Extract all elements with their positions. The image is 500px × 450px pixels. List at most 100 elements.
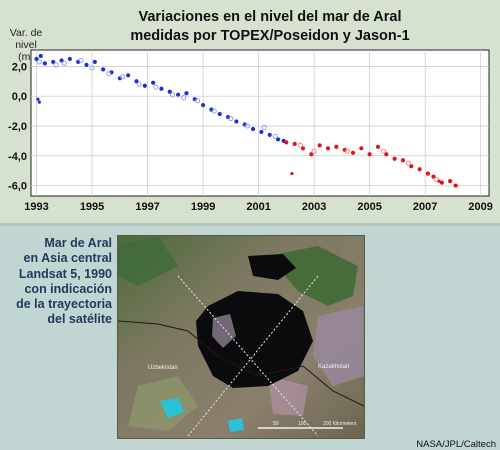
data-point-open: [261, 124, 267, 131]
data-point-open: [228, 115, 234, 122]
panel-divider: [0, 223, 500, 226]
data-point: [184, 91, 189, 96]
data-point: [126, 73, 131, 78]
y-axis-label-line-3: (m): [18, 51, 34, 63]
data-point: [42, 61, 47, 66]
north-aral-water: [248, 254, 296, 280]
data-point-open: [380, 148, 387, 154]
data-point-open: [211, 108, 217, 114]
data-point: [350, 150, 356, 155]
aral-sea-map: Uzbekistan Kazakhstan 50 100 200 Kilomet…: [118, 236, 364, 438]
data-point: [300, 146, 306, 151]
desert-patch: [313, 306, 364, 386]
lake: [228, 418, 244, 432]
y-tick-label: 2,0: [12, 61, 27, 73]
data-point: [259, 129, 264, 135]
data-point-open: [311, 148, 317, 154]
y-tick-label: 0,0: [12, 91, 27, 103]
tick-labels: 1993 1995 1997 1999 2001 2003 2005 2007 2009 2,0 0…: [8, 61, 493, 213]
x-tick-label: 1993: [24, 201, 48, 213]
data-point: [334, 144, 339, 149]
data-point-open: [136, 81, 142, 87]
data-point: [375, 144, 381, 149]
data-point: [425, 171, 431, 176]
data-point-open: [244, 123, 251, 129]
plot-background: [30, 49, 490, 197]
data-point: [292, 141, 297, 146]
data-point: [176, 92, 181, 97]
data-point-outlier: [437, 179, 441, 183]
data-point: [38, 53, 43, 59]
data-point: [275, 137, 281, 142]
data-point: [309, 152, 314, 157]
data-point: [367, 152, 372, 157]
chart-title: Variaciones en el nivel del mar de Aral …: [60, 8, 480, 46]
data-point-open: [194, 98, 201, 104]
scale-label-200: 200 Kilometers: [323, 421, 357, 427]
y-tick-label: -4,0: [8, 151, 27, 163]
caption-line-2: en Asia central: [23, 251, 112, 266]
plot-area: [30, 49, 490, 197]
data-point-open: [61, 60, 67, 66]
data-point: [392, 156, 397, 161]
data-point: [267, 132, 272, 138]
data-point: [217, 111, 222, 117]
image-caption: Mar de Aral en Asia central Landsat 5, 1…: [10, 236, 112, 328]
data-point: [400, 158, 406, 163]
caption-line-3: Landsat 5, 1990: [18, 266, 112, 281]
x-tick-label: 2005: [357, 201, 381, 213]
data-point: [101, 67, 106, 72]
landsat-image: Uzbekistan Kazakhstan 50 100 200 Kilomet…: [118, 236, 364, 438]
data-point: [417, 167, 422, 172]
data-point: [200, 103, 206, 108]
data-point: [250, 126, 256, 132]
map-label-uzbekistan: Uzbekistan: [148, 365, 178, 371]
data-point-open: [106, 71, 112, 77]
desert-patch: [268, 376, 308, 416]
data-point: [34, 56, 39, 62]
caption-line-1: Mar de Aral: [44, 236, 112, 250]
chart-title-line-2: medidas por TOPEX/Poseidon y Jason-1: [130, 28, 410, 44]
y-axis-label-line-1: Var. de: [9, 27, 43, 39]
vegetation-patch: [268, 246, 358, 306]
data-point: [92, 59, 97, 65]
data-point: [234, 119, 239, 124]
data-point-open: [120, 74, 126, 80]
data-point-open: [78, 57, 84, 63]
x-tick-label: 2001: [246, 201, 270, 213]
y-tick-label: -6,0: [8, 181, 27, 193]
data-point: [67, 56, 72, 62]
data-point-open: [344, 148, 350, 154]
satellite-track: [177, 275, 319, 437]
caption-line-5: de la trayectoria: [16, 297, 112, 312]
caption-line-4: con indicación: [24, 281, 112, 296]
data-point: [448, 179, 453, 184]
data-point-open: [433, 177, 439, 183]
x-tick-label: 1995: [80, 201, 104, 213]
x-tick-label: 2007: [413, 201, 437, 213]
shoreline-flats: [212, 314, 236, 348]
data-point-outlier: [290, 172, 294, 176]
data-point-open: [153, 84, 159, 90]
data-point: [159, 86, 164, 91]
data-point: [134, 79, 139, 84]
y-axis-label-line-2: nivel: [15, 39, 37, 51]
data-points: [34, 53, 458, 188]
data-point: [142, 83, 147, 88]
data-point: [439, 180, 444, 185]
data-point-outlier: [37, 100, 41, 104]
vegetation-patch: [118, 236, 178, 286]
data-point-open: [170, 92, 176, 98]
data-point: [409, 164, 414, 169]
border-line: [118, 320, 364, 407]
sea-level-chart: 1993 1995 1997 1999 2001 2003 2005 2007 2009 2,0 0…: [8, 49, 493, 213]
y-axis-label: Var. de nivel (m): [6, 27, 46, 63]
data-point-open: [297, 142, 303, 148]
scale-label-50: 50: [273, 421, 279, 427]
data-point-open: [272, 133, 278, 139]
y-tick-label: -2,0: [8, 121, 27, 133]
data-point: [325, 146, 331, 151]
data-point: [151, 80, 156, 85]
caption-line-6: del satélite: [47, 312, 112, 327]
data-point: [167, 89, 172, 94]
